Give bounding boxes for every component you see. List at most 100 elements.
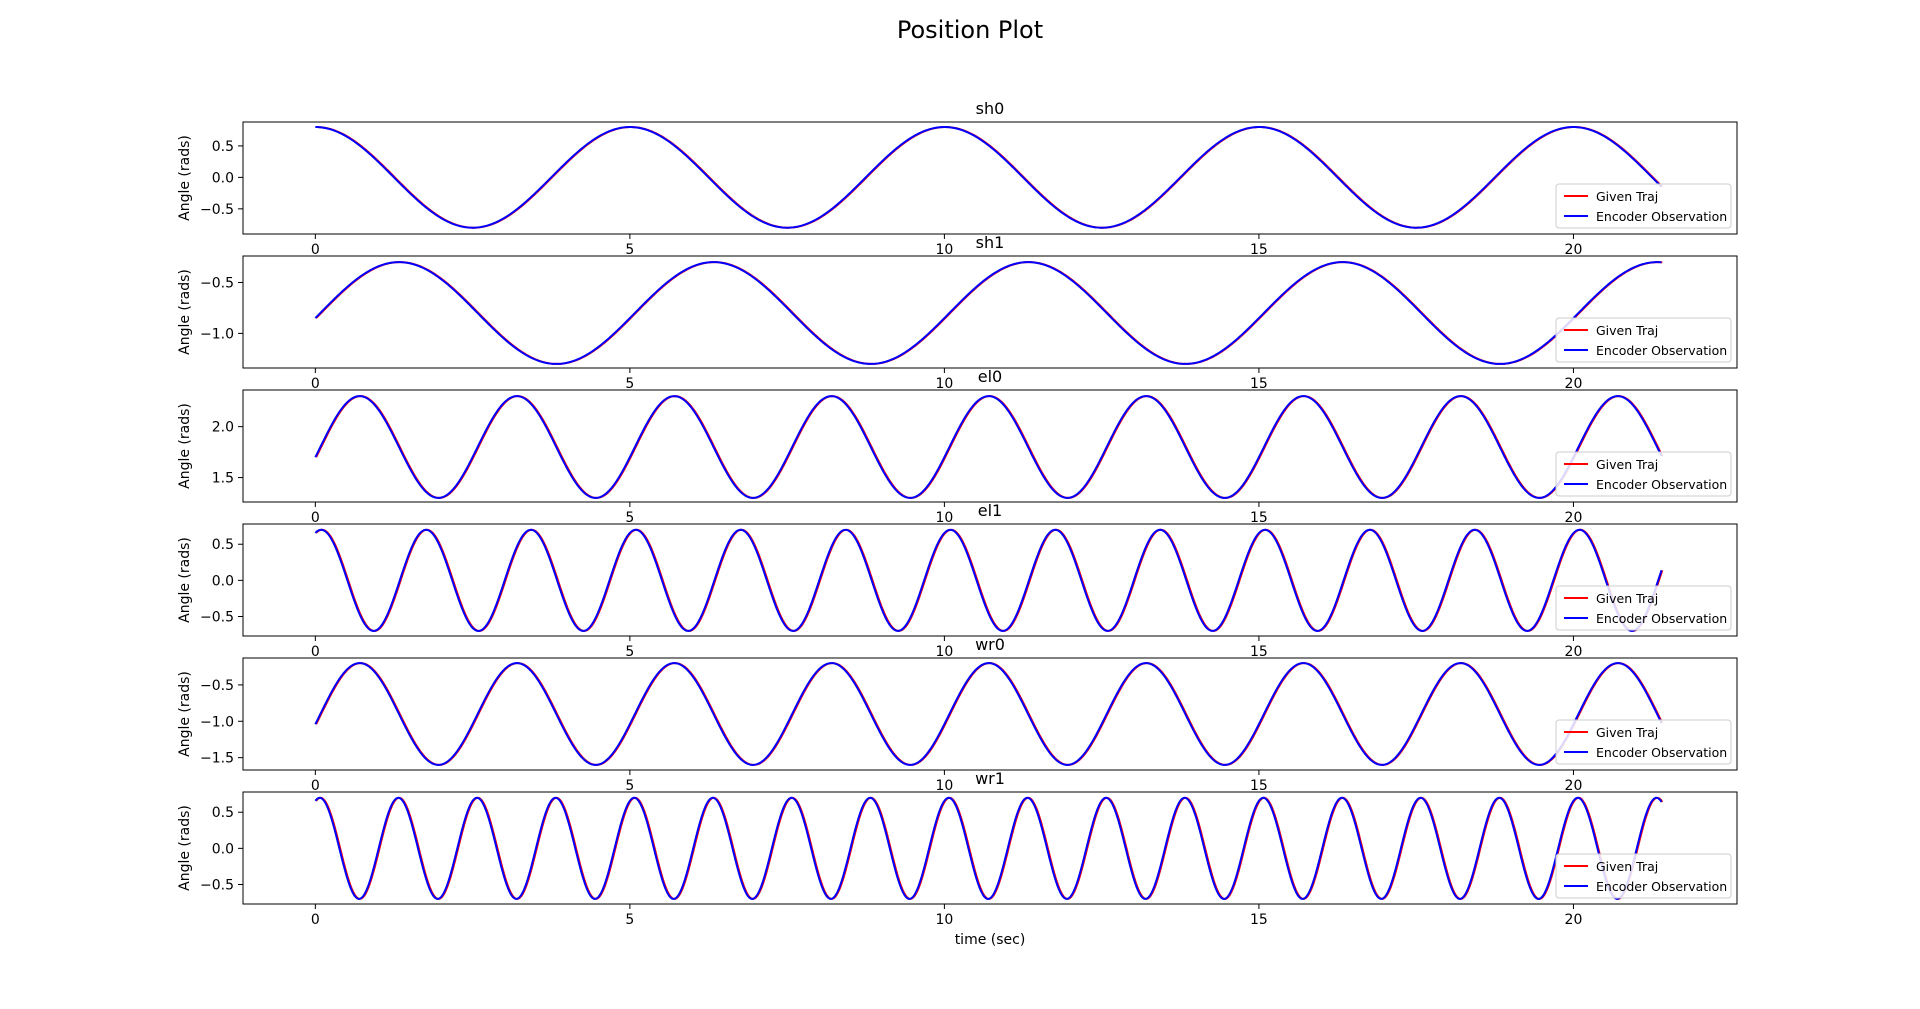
- y-tick-label: 0.0: [212, 841, 234, 857]
- x-tick-label: 20: [1565, 376, 1583, 392]
- y-tick-label: −0.5: [200, 678, 234, 694]
- legend-entry: Encoder Observation: [1596, 611, 1727, 626]
- series-line-encoder-observation: [314, 662, 1663, 766]
- y-tick-label: 1.5: [212, 471, 234, 487]
- subplot-title-wr1: wr1: [975, 769, 1005, 788]
- series-line-encoder-observation: [315, 126, 1663, 229]
- subplot-panels: sh0 0 5 10 15 20 0.5 0.0 −0.5 Angle (rads) Given T…: [177, 99, 1738, 948]
- series-line-encoder-observation: [314, 796, 1663, 900]
- figure-suptitle: Position Plot: [897, 16, 1043, 44]
- legend-entry: Encoder Observation: [1596, 745, 1727, 760]
- x-tick-label: 15: [1250, 376, 1268, 392]
- x-tick-label: 20: [1565, 510, 1583, 526]
- x-tick-label: 5: [625, 644, 634, 660]
- x-tick-label: 20: [1565, 644, 1583, 660]
- y-tick-label: 0.5: [212, 805, 234, 821]
- x-tick-label: 15: [1250, 644, 1268, 660]
- legend-entry: Given Traj: [1596, 725, 1658, 740]
- y-tick-label: 2.0: [212, 420, 234, 436]
- axes-frame: [242, 121, 1738, 235]
- subplot-el0: el0 0 5 10 15 20 2.0 1.5 Angle (rads) Given Traj E…: [177, 367, 1738, 526]
- y-tick-label: −1.0: [200, 714, 234, 730]
- y-tick-label: −0.5: [200, 275, 234, 291]
- subplot-wr0: wr0 0 5 10 15 20 −0.5 −1.0 −1.5 Angle (rads) Given…: [177, 635, 1738, 794]
- legend: Given Traj Encoder Observation: [1555, 183, 1732, 229]
- x-tick-label: 0: [311, 242, 320, 258]
- x-tick-label: 0: [311, 778, 320, 794]
- series-line-encoder-observation: [314, 528, 1663, 632]
- y-tick-label: 0.0: [212, 573, 234, 589]
- x-tick-label: 5: [625, 912, 634, 928]
- series-line-encoder-observation: [314, 261, 1662, 365]
- x-tick-label: 10: [935, 644, 953, 660]
- x-tick-label: 20: [1565, 912, 1583, 928]
- y-axis-label: Angle (rads): [177, 537, 193, 623]
- x-tick-label: 10: [935, 376, 953, 392]
- subplot-el1: el1 0 5 10 15 20 0.5 0.0 −0.5 Angle (rads) Given T…: [177, 501, 1738, 660]
- y-tick-label: 0.5: [212, 537, 234, 553]
- y-tick-label: −1.0: [200, 326, 234, 342]
- legend-box: [1555, 853, 1732, 899]
- subplot-title-el0: el0: [978, 367, 1002, 386]
- legend: Given Traj Encoder Observation: [1555, 451, 1732, 497]
- x-tick-label: 15: [1250, 510, 1268, 526]
- legend: Given Traj Encoder Observation: [1555, 317, 1732, 363]
- legend: Given Traj Encoder Observation: [1555, 585, 1732, 631]
- x-tick-label: 0: [311, 912, 320, 928]
- x-tick-label: 15: [1250, 242, 1268, 258]
- y-tick-label: 0.5: [212, 139, 234, 155]
- subplot-title-sh0: sh0: [976, 99, 1005, 118]
- axes-frame: [242, 389, 1738, 503]
- x-tick-label: 20: [1565, 242, 1583, 258]
- legend-box: [1555, 719, 1732, 765]
- subplot-title-wr0: wr0: [975, 635, 1005, 654]
- legend-box: [1555, 585, 1732, 631]
- legend-box: [1555, 183, 1732, 229]
- legend-entry: Given Traj: [1596, 591, 1658, 606]
- legend-entry: Encoder Observation: [1596, 879, 1727, 894]
- subplot-title-sh1: sh1: [976, 233, 1005, 252]
- legend-box: [1555, 451, 1732, 497]
- x-tick-label: 10: [935, 510, 953, 526]
- x-tick-label: 10: [935, 242, 953, 258]
- legend-entry: Encoder Observation: [1596, 477, 1727, 492]
- legend-entry: Given Traj: [1596, 323, 1658, 338]
- legend-entry: Given Traj: [1596, 189, 1658, 204]
- x-tick-label: 5: [625, 376, 634, 392]
- y-axis-label: Angle (rads): [177, 135, 193, 221]
- axes-frame: [242, 657, 1738, 771]
- x-tick-label: 5: [625, 242, 634, 258]
- y-tick-label: 0.0: [212, 170, 234, 186]
- subplot-wr1: wr1 0 5 10 15 20 0.5 0.0 −0.5 Angle (rads) time (s…: [177, 769, 1738, 948]
- y-axis-label: Angle (rads): [177, 805, 193, 891]
- legend: Given Traj Encoder Observation: [1555, 719, 1732, 765]
- x-tick-label: 0: [311, 644, 320, 660]
- subplot-sh0: sh0 0 5 10 15 20 0.5 0.0 −0.5 Angle (rads) Given T…: [177, 99, 1738, 258]
- subplot-sh1: sh1 0 5 10 15 20 −0.5 −1.0 Angle (rads) Given Tra…: [177, 233, 1738, 392]
- x-tick-label: 5: [625, 778, 634, 794]
- x-tick-label: 10: [935, 778, 953, 794]
- x-tick-label: 0: [311, 510, 320, 526]
- legend-box: [1555, 317, 1732, 363]
- subplot-title-el1: el1: [978, 501, 1002, 520]
- y-tick-label: −0.5: [200, 609, 234, 625]
- x-tick-label: 20: [1565, 778, 1583, 794]
- x-axis-label: time (sec): [955, 932, 1026, 948]
- axes-frame: [242, 255, 1738, 369]
- legend-entry: Given Traj: [1596, 457, 1658, 472]
- x-tick-label: 5: [625, 510, 634, 526]
- y-axis-label: Angle (rads): [177, 403, 193, 489]
- y-tick-label: −0.5: [200, 877, 234, 893]
- y-tick-label: −0.5: [200, 202, 234, 218]
- legend-entry: Given Traj: [1596, 859, 1658, 874]
- series-line-encoder-observation: [314, 395, 1663, 499]
- x-tick-label: 10: [935, 912, 953, 928]
- legend-entry: Encoder Observation: [1596, 343, 1727, 358]
- y-axis-label: Angle (rads): [177, 269, 193, 355]
- legend: Given Traj Encoder Observation: [1555, 853, 1732, 899]
- legend-entry: Encoder Observation: [1596, 209, 1727, 224]
- x-tick-label: 15: [1250, 778, 1268, 794]
- y-axis-label: Angle (rads): [177, 671, 193, 757]
